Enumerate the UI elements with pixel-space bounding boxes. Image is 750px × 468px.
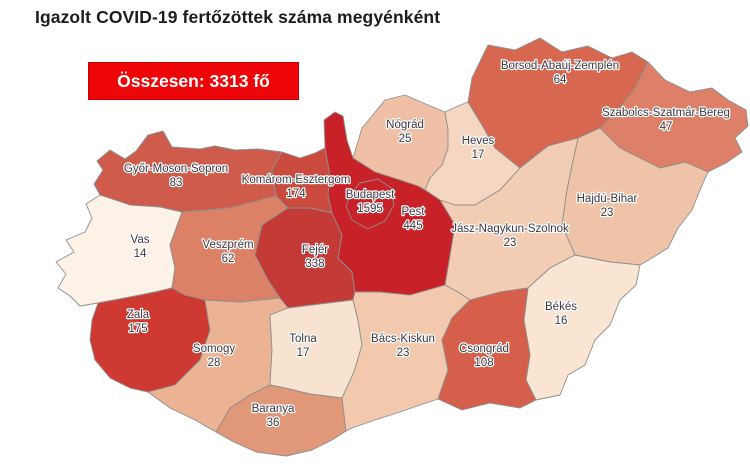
county-region-vas — [55, 194, 183, 307]
county-region-jnsz — [439, 137, 579, 301]
county-value-zala: 175 — [128, 323, 147, 335]
county-name-csongrad: Csongrád — [459, 343, 509, 355]
county-value-baranya: 36 — [267, 417, 280, 429]
county-value-szabolcs: 47 — [660, 121, 673, 133]
county-name-veszprem: Veszprém — [202, 239, 253, 251]
county-name-hajdu: Hajdú-Bihar — [577, 193, 638, 205]
county-name-nograd: Nógrád — [386, 119, 424, 131]
county-value-budapest: 1595 — [357, 203, 383, 215]
county-name-baranya: Baranya — [252, 403, 295, 415]
county-value-ke: 174 — [286, 188, 306, 200]
county-value-fejer: 338 — [305, 258, 324, 270]
county-name-vas: Vas — [131, 234, 150, 246]
county-value-borsod: 64 — [554, 74, 567, 86]
total-cases-badge: Összesen: 3313 fő — [88, 62, 299, 100]
county-value-hajdu: 23 — [601, 207, 614, 219]
county-name-szabolcs: Szabolcs-Szatmár-Bereg — [602, 107, 730, 119]
county-region-tolna — [269, 299, 363, 399]
county-value-gyms: 83 — [170, 177, 183, 189]
county-value-vas: 14 — [134, 248, 147, 260]
county-value-csongrad: 108 — [474, 357, 493, 369]
county-name-pest: Pest — [401, 206, 425, 218]
county-name-budapest: Budapest — [346, 189, 395, 201]
county-value-jnsz: 23 — [504, 237, 517, 249]
page-title: Igazolt COVID-19 fertőzöttek száma megyé… — [35, 7, 441, 27]
county-value-bacs: 23 — [397, 347, 410, 359]
county-labels-layer: Győr-Moson-Sopron 83 Vas 14 Zala 175 Veszprém 6… — [123, 59, 731, 430]
county-name-bekes: Békés — [545, 301, 577, 313]
county-region-csongrad — [437, 287, 537, 411]
county-name-bacs: Bács-Kiskun — [371, 333, 435, 345]
county-name-zala: Zala — [127, 309, 150, 321]
county-name-gyms: Győr-Moson-Sopron — [124, 163, 228, 175]
county-value-pest: 445 — [403, 220, 422, 232]
county-name-somogy: Somogy — [193, 343, 235, 355]
county-name-borsod: Borsod-Abaúj-Zemplén — [501, 60, 619, 72]
county-region-budapest — [345, 178, 395, 230]
county-value-tolna: 17 — [297, 347, 310, 359]
county-value-bekes: 16 — [555, 315, 568, 327]
county-region-bekes — [523, 254, 641, 401]
county-value-veszprem: 62 — [222, 253, 235, 265]
county-shapes-layer — [55, 37, 749, 457]
county-name-ke: Komárom-Esztergom — [242, 174, 351, 186]
total-cases-label: Összesen: 3313 fő — [117, 70, 270, 91]
county-name-tolna: Tolna — [289, 333, 317, 345]
county-name-heves: Heves — [462, 135, 495, 147]
county-region-baranya — [215, 384, 347, 457]
county-value-somogy: 28 — [208, 357, 221, 369]
county-name-jnsz: Jász-Nagykun-Szolnok — [451, 223, 569, 235]
county-value-nograd: 25 — [399, 133, 412, 145]
county-name-fejer: Fejér — [302, 244, 328, 256]
county-value-heves: 17 — [472, 149, 485, 161]
